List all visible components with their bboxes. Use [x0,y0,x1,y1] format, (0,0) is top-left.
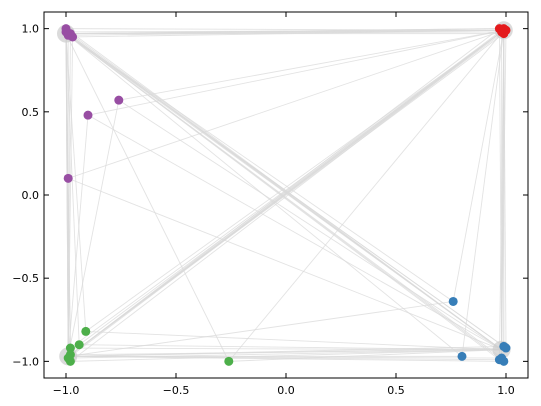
x-tick-label: 0.0 [277,384,295,397]
x-tick-label: −1.0 [53,384,80,397]
edge-line [65,33,71,362]
edge-line [68,355,504,362]
edge-line [67,36,74,357]
edge-line [67,100,120,357]
edge-line [65,28,504,31]
data-point [81,326,91,336]
edge-line [501,30,505,359]
y-tick-label: −0.5 [12,272,39,285]
x-axis: −1.0 −0.5 0.0 0.5 1.0 [53,12,515,397]
data-point [499,29,509,39]
edge-line [65,33,454,302]
y-tick-label: 0.0 [22,189,40,202]
edge-line [452,30,505,302]
edge-line [70,29,505,362]
point-layer [61,24,511,366]
y-tick-label: 0.5 [22,106,40,119]
data-point [448,296,458,306]
edge-line [65,33,87,332]
x-tick-label: 1.0 [497,384,515,397]
edge-line [87,29,504,116]
edge-line [503,30,507,349]
edge-line [85,330,502,351]
edge-line [68,347,507,357]
x-tick-label: 0.5 [387,384,405,397]
edge-line [70,349,502,362]
edge-line [79,344,502,351]
data-point [224,356,234,366]
edge-line [67,115,89,357]
y-axis: 1.0 0.5 0.0 −0.5 −1.0 [12,23,528,368]
edge-line [65,33,507,349]
data-point [457,351,467,361]
edge-line [68,177,502,351]
edge-line [87,114,502,351]
edge-line [68,355,502,359]
edge-line [68,29,504,179]
edge-line [65,33,502,359]
edge-line [228,30,505,362]
y-tick-label: −1.0 [12,355,39,368]
data-point [63,173,73,183]
data-point [83,110,93,120]
data-point [65,356,75,366]
data-point [65,343,75,353]
data-point [501,343,511,353]
data-point [68,32,78,42]
data-point [114,95,124,105]
edge-layer [65,28,507,362]
edge-line [67,33,505,357]
edge-line [118,29,504,101]
edge-line [85,29,505,332]
edge-line [70,29,505,349]
edge-line [68,301,454,357]
edge-line [65,33,80,345]
y-tick-label: 1.0 [22,23,40,36]
edge-line [65,33,463,357]
data-point [74,340,84,350]
data-point [497,353,507,363]
edge-line [65,33,230,362]
x-tick-label: −0.5 [163,384,190,397]
edge-line [461,30,505,357]
edge-line [67,29,505,359]
edge-line [118,99,502,351]
